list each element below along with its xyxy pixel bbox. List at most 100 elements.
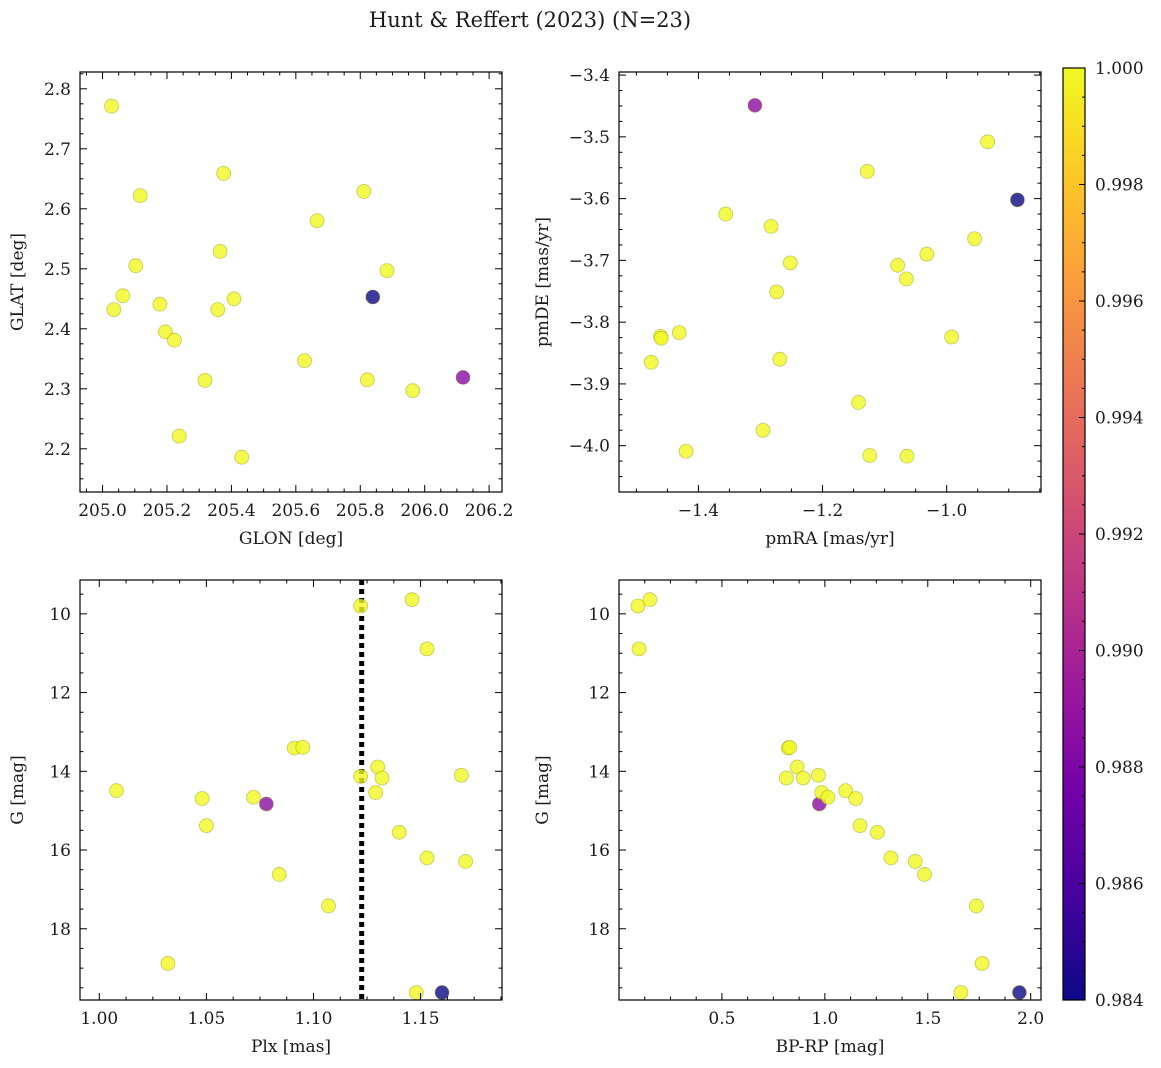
x-tick-label: 1.05: [187, 1009, 225, 1029]
scatter-point: [974, 955, 990, 971]
scatter-point: [838, 783, 854, 798]
axes-frame: [618, 71, 1042, 493]
scatter-point: [755, 422, 771, 438]
scatter-point: [917, 867, 932, 882]
y-tick-label: −3.5: [569, 128, 610, 148]
scatter-point: [859, 164, 875, 179]
x-tick-label: −1.2: [802, 501, 843, 521]
y-tick-label: 16: [49, 841, 71, 861]
panel-bprp-g: 0.5 1.0 1.5 2.0 10 12 14 16 18 BP-RP [mag] G [mag]: [533, 579, 1044, 1057]
panel-plx-g: 1.00 1.05 1.10 1.15 10 12 14 16 18 Plx [mas] G [ma…: [8, 579, 503, 1057]
scatter-point: [899, 448, 915, 464]
x-tick-label: 1.10: [295, 1009, 333, 1029]
scatter-point: [246, 789, 261, 805]
x-axis-label: GLON [deg]: [239, 529, 343, 549]
colorbar-tick-label: 0.990: [1095, 642, 1144, 662]
scatter-point: [851, 395, 866, 410]
x-tick-label: 1.15: [402, 1009, 440, 1029]
y-tick-label: 2.2: [44, 440, 71, 460]
scatter-point: [216, 165, 232, 181]
x-tick-label: 1.5: [914, 1009, 941, 1029]
scatter-point: [782, 255, 798, 271]
y-axis-label: G [mag]: [8, 755, 28, 824]
scatter-point: [782, 739, 798, 755]
scatter-point: [769, 284, 785, 300]
scatter-point: [883, 850, 899, 866]
scatter-point: [795, 770, 811, 786]
scatter-point: [106, 302, 122, 318]
scatter-point: [166, 332, 182, 348]
points: [104, 98, 471, 465]
x-tick-label: 2.0: [1017, 1009, 1044, 1029]
scatter-point: [152, 296, 168, 312]
scatter-point: [718, 206, 734, 222]
scatter-point: [160, 955, 176, 971]
scatter-point: [194, 791, 210, 806]
ticks: [80, 72, 502, 492]
scatter-point: [104, 98, 119, 114]
scatter-point: [455, 369, 471, 385]
y-tick-label: 2.5: [44, 260, 71, 280]
scatter-point: [678, 443, 694, 459]
scatter-point: [907, 854, 923, 869]
scatter-point: [408, 985, 424, 1000]
y-tick-label: 14: [49, 762, 71, 782]
scatter-point: [226, 291, 242, 307]
scatter-point: [811, 767, 826, 783]
colorbar-tick-label: 0.988: [1095, 758, 1144, 778]
scatter-point: [359, 372, 375, 388]
scatter-point: [1011, 985, 1027, 1000]
scatter-point: [171, 428, 187, 444]
x-axis-label: Plx [mas]: [251, 1037, 331, 1057]
scatter-point: [197, 372, 213, 388]
colorbar-tick-label: 0.986: [1095, 875, 1144, 895]
scatter-point: [820, 789, 836, 805]
x-tick-label: 205.6: [271, 501, 320, 521]
x-tick-label: 205.8: [336, 501, 385, 521]
colorbar-tick-label: 0.984: [1095, 991, 1144, 1011]
x-axis-label: BP-RP [mag]: [776, 1037, 885, 1057]
y-tick-label: −3.7: [569, 251, 610, 271]
scatter-point: [321, 898, 336, 914]
scatter-point: [953, 985, 969, 1000]
axes-frame: [79, 579, 503, 1001]
scatter-point: [157, 324, 173, 340]
scatter-point: [453, 767, 469, 783]
scatter-point: [642, 592, 658, 608]
scatter-point: [653, 330, 669, 346]
y-axis-label: G [mag]: [533, 755, 553, 824]
scatter-point: [297, 353, 312, 369]
scatter-point: [309, 213, 325, 229]
x-tick-label: 206.2: [465, 501, 514, 521]
scatter-point: [772, 351, 788, 367]
scatter-point: [789, 759, 805, 775]
x-tick-label: 1.00: [80, 1009, 118, 1029]
colorbar-tick-label: 0.994: [1095, 409, 1144, 429]
y-tick-label: 2.8: [44, 80, 71, 100]
scatter-point: [295, 739, 311, 755]
y-tick-label: 12: [49, 684, 71, 704]
colorbar-tick-label: 0.998: [1095, 176, 1144, 196]
panel-pmra-pmde: −1.4 −1.2 −1.0 −4.0 −3.9 −3.8 −3.7 −3.6 −3.5 −3.4…: [533, 66, 1042, 549]
y-tick-label: −4.0: [569, 437, 610, 457]
y-tick-label: 2.4: [44, 320, 71, 340]
y-tick-label: 2.6: [44, 200, 71, 220]
scatter-point: [379, 263, 395, 279]
scatter-point: [365, 289, 381, 305]
ticks: [619, 72, 1041, 493]
y-axis-label: GLAT [deg]: [8, 233, 28, 331]
y-tick-label: −3.6: [569, 190, 610, 210]
axes-frame: [79, 71, 503, 493]
y-tick-label: −3.4: [569, 66, 610, 86]
scatter-point: [778, 770, 794, 786]
x-tick-label: −1.4: [678, 501, 719, 521]
axes-frame: [618, 579, 1042, 1001]
scatter-point: [631, 641, 647, 657]
scatter-point: [898, 271, 914, 287]
scatter-point: [198, 818, 214, 834]
scatter-point: [980, 134, 996, 150]
x-tick-label: 205.0: [78, 501, 127, 521]
scatter-point: [210, 302, 226, 318]
points: [109, 592, 473, 1000]
